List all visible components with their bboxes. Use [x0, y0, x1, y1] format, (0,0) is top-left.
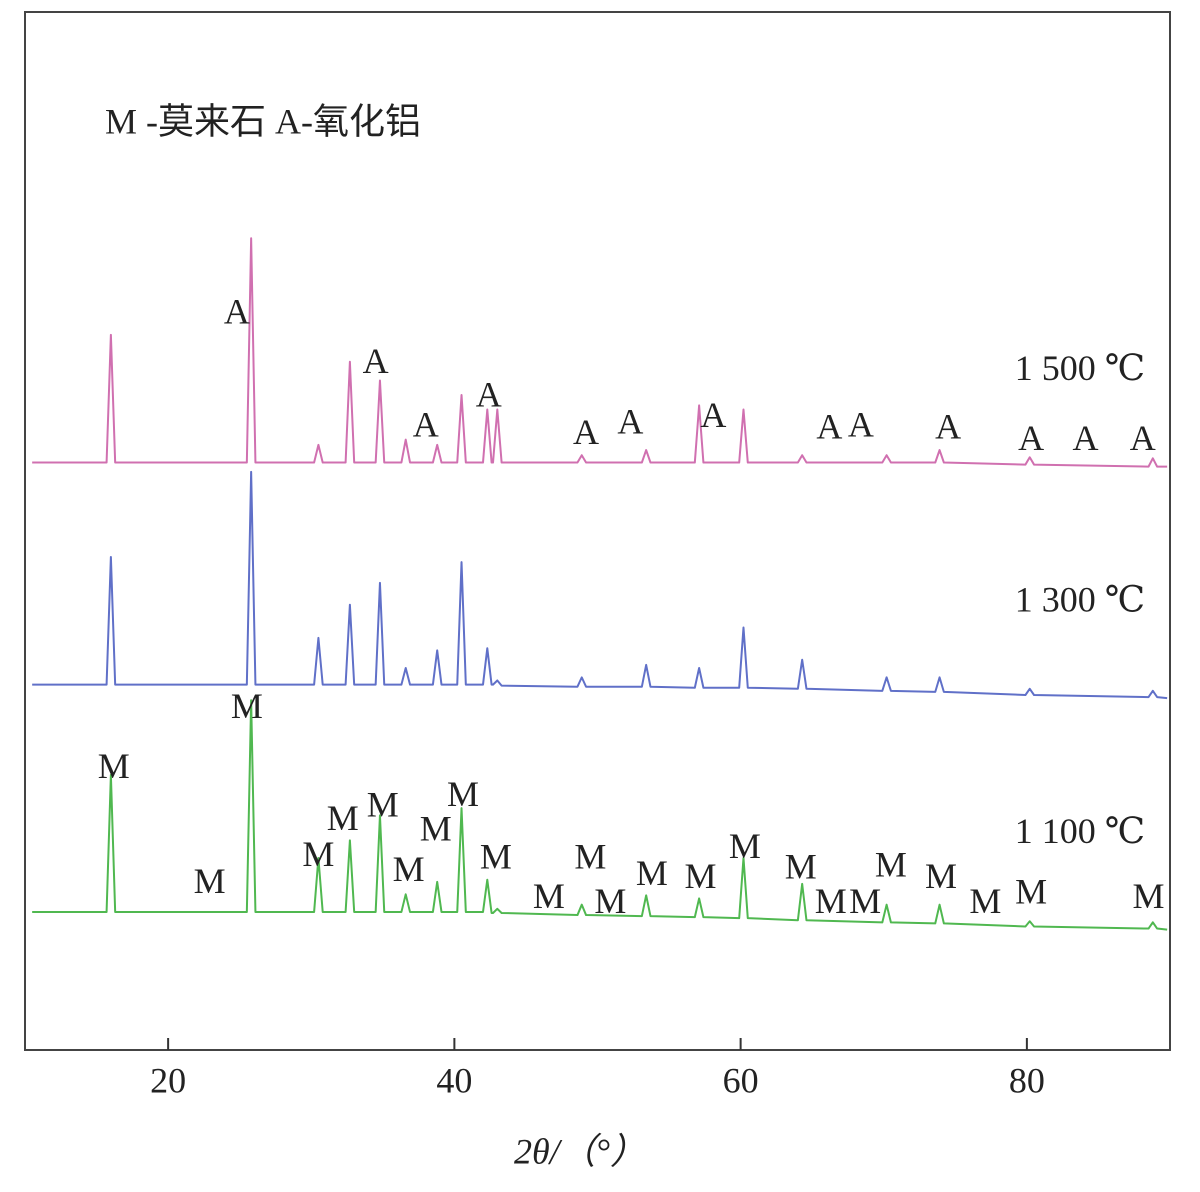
peak-label: M	[685, 856, 717, 896]
peak-label: M	[367, 784, 399, 824]
peak-label: M	[480, 836, 512, 876]
x-tick-label: 20	[150, 1060, 186, 1100]
series-label: 1 500 ℃	[1015, 348, 1145, 388]
peak-label: A	[1130, 418, 1156, 458]
peak-label: M	[875, 845, 907, 885]
peak-label: A	[816, 407, 842, 447]
peak-label: A	[573, 412, 599, 452]
peak-label: M	[98, 746, 130, 786]
peak-label: M	[302, 834, 334, 874]
peak-label: M	[594, 881, 626, 921]
series-line	[32, 237, 1168, 468]
peak-label: A	[848, 405, 874, 445]
peak-label: A	[1018, 418, 1044, 458]
peak-label: A	[476, 374, 502, 414]
x-tick-label: 60	[723, 1060, 759, 1100]
peak-label: M	[815, 881, 847, 921]
series-label: 1 100 ℃	[1015, 811, 1145, 851]
peak-label: M	[327, 798, 359, 838]
peak-label: A	[935, 407, 961, 447]
peak-label: M	[636, 853, 668, 893]
peak-label: A	[700, 395, 726, 435]
x-tick-label: 80	[1009, 1060, 1045, 1100]
series-line	[32, 699, 1168, 931]
peak-label: M	[533, 876, 565, 916]
peak-label: M	[1133, 876, 1165, 916]
plot-frame	[24, 11, 1171, 1051]
peak-label: A	[1073, 418, 1099, 458]
peak-label: M	[420, 808, 452, 848]
peak-label: M	[1015, 872, 1047, 912]
chart-title: M -莫来石 A-氧化铝	[105, 101, 421, 141]
series-line	[32, 470, 1168, 700]
peak-label: M	[925, 856, 957, 896]
peak-label: A	[224, 291, 250, 331]
peak-label: M	[729, 826, 761, 866]
peak-label: A	[617, 401, 643, 441]
peak-label: M	[969, 881, 1001, 921]
peak-label: M	[231, 686, 263, 726]
peak-label: M	[785, 847, 817, 887]
peak-label: M	[194, 861, 226, 901]
peak-label: M	[447, 774, 479, 814]
x-tick-label: 40	[436, 1060, 472, 1100]
peak-label: A	[413, 405, 439, 445]
series-label: 1 300 ℃	[1015, 579, 1145, 619]
x-axis-label: 2θ/（°）	[514, 1131, 646, 1171]
peak-label: M	[574, 836, 606, 876]
peak-label: M	[393, 849, 425, 889]
peak-label: M	[849, 881, 881, 921]
peak-label: A	[363, 341, 389, 381]
